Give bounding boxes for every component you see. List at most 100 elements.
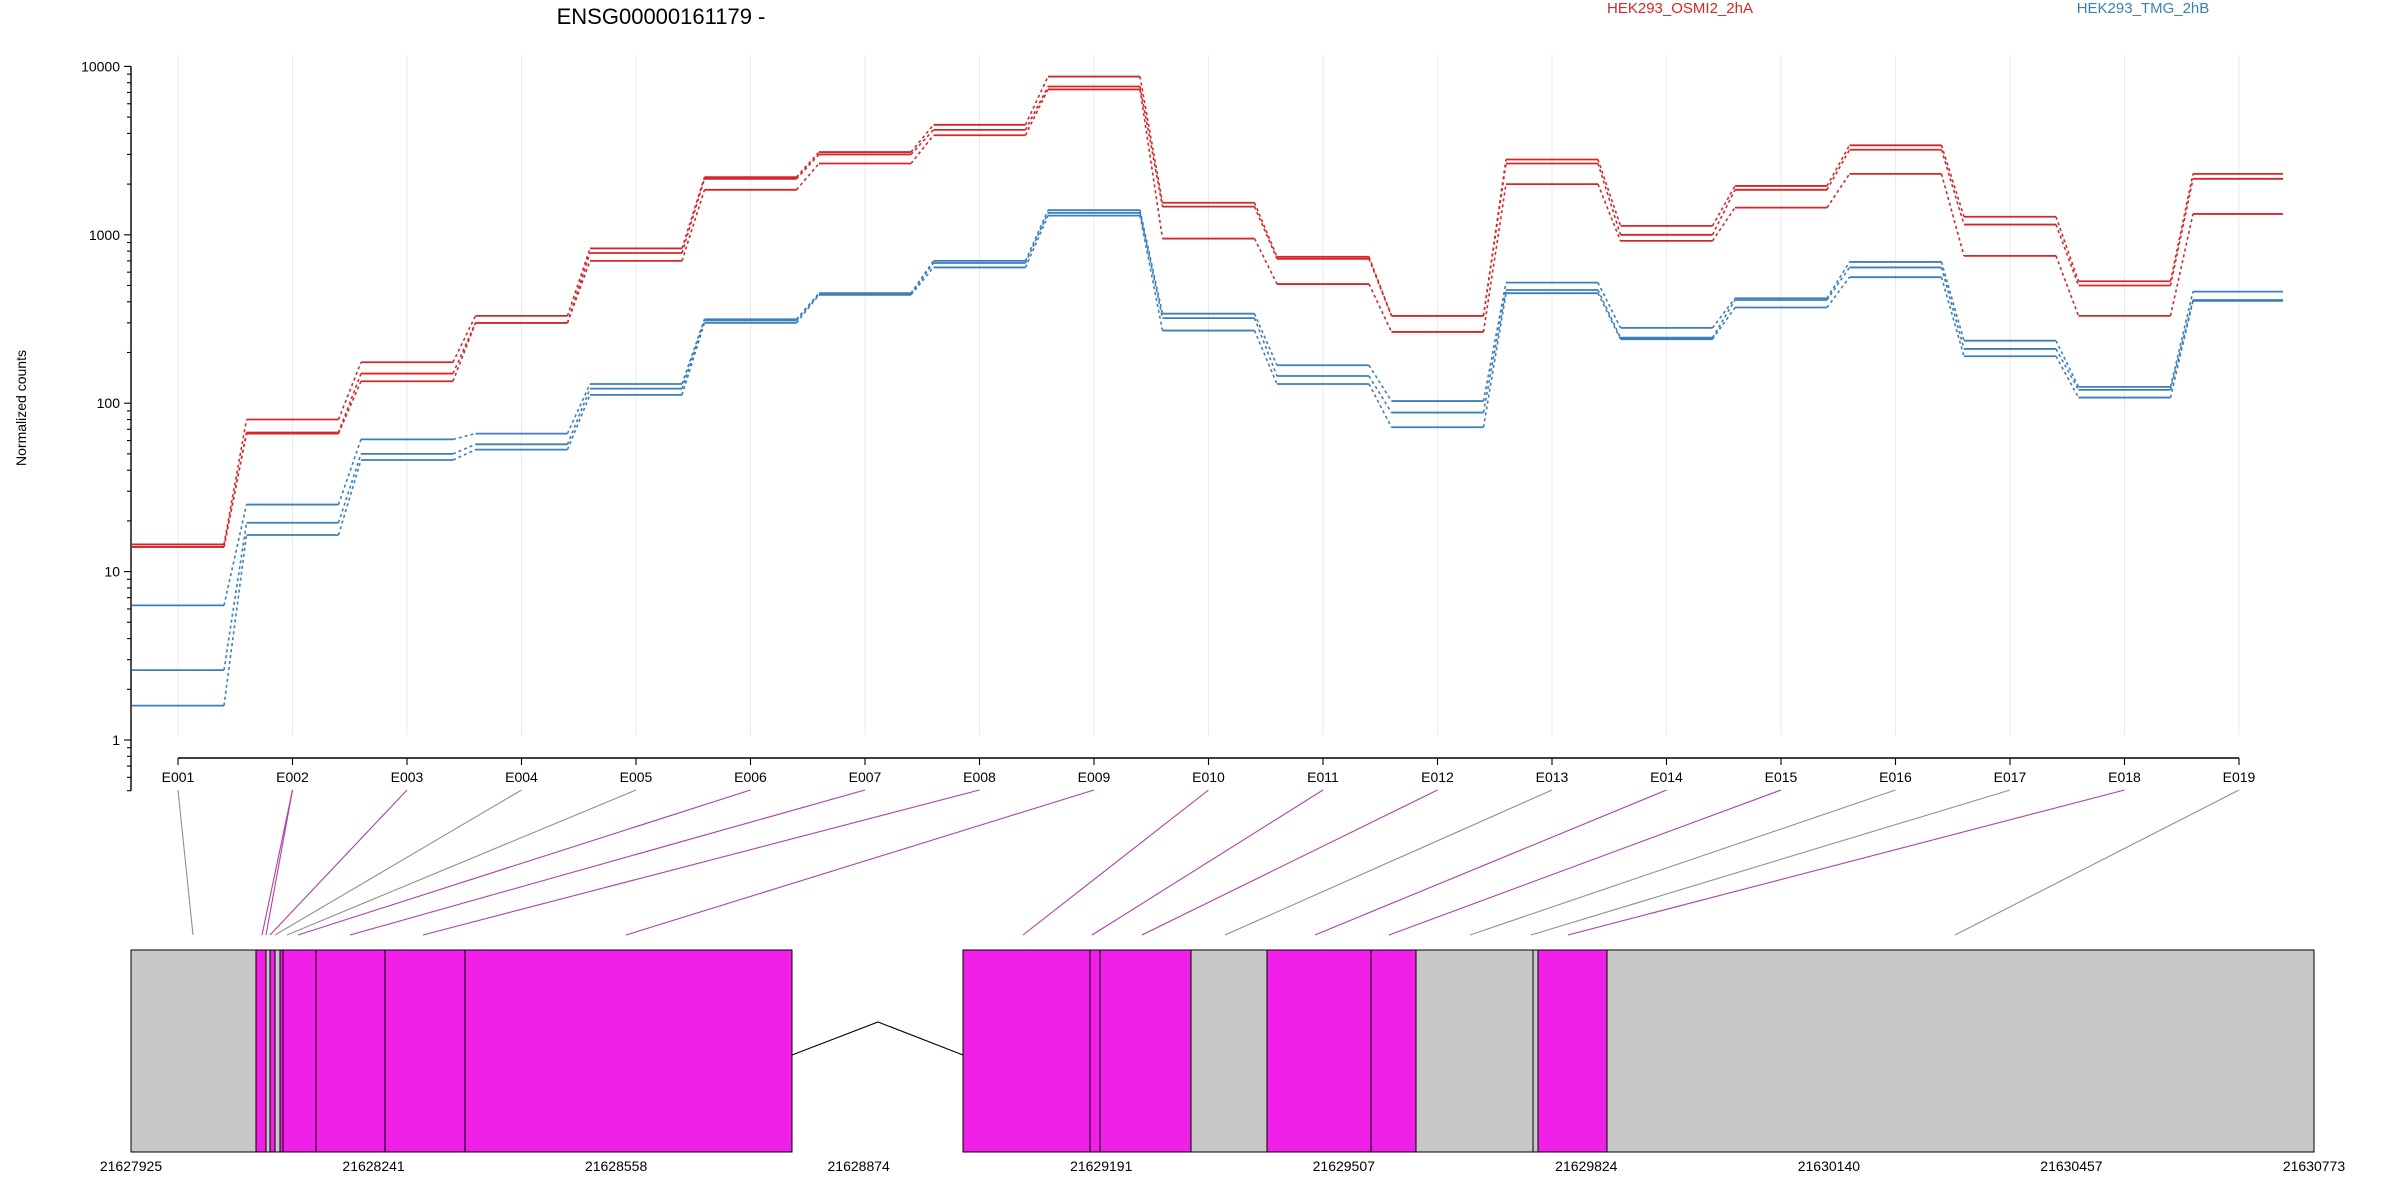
exon-connector: [177, 789, 194, 936]
connector-segment: [1826, 149, 1851, 191]
connector-segment: [1940, 149, 1965, 225]
connector-segment: [1482, 183, 1507, 333]
connector-segment: [1253, 206, 1278, 260]
connector-segment: [681, 189, 706, 262]
exon-connector: [1022, 789, 1209, 936]
connector-segment: [1482, 293, 1507, 428]
non-tested-part: [274, 949, 281, 1153]
connector-segment: [681, 178, 706, 254]
connector-segment: [1139, 76, 1164, 203]
x-tick-label-e005: E005: [620, 769, 653, 785]
connector-segment: [1940, 173, 1965, 257]
exonic-part: [1266, 949, 1372, 1153]
exon-connector: [286, 789, 637, 936]
connector-segment: [452, 443, 476, 455]
connector-segment: [1024, 215, 1049, 268]
gene-model: 21627925 21628241 21628558 21628874 21629191…: [100, 949, 2346, 1174]
series-hek293-tmg-2hb-5: [132, 214, 2283, 707]
non-tested-part: [1532, 949, 1539, 1153]
series-hek293-tmg-2hb-3: [132, 209, 2283, 607]
x-tick-label-e013: E013: [1536, 769, 1569, 785]
x-tick-label-e019: E019: [2223, 769, 2256, 785]
connector-segment: [2055, 224, 2080, 286]
exon-connectors: [177, 789, 2240, 936]
non-tested-part: [1606, 949, 2315, 1153]
exon-connector: [1388, 789, 1782, 936]
x-tick-label-e007: E007: [849, 769, 882, 785]
connector-segment: [1597, 289, 1622, 339]
connector-segment: [1826, 276, 1851, 308]
connector-segment: [1139, 89, 1164, 239]
connector-segment: [1024, 89, 1049, 136]
connector-segment: [1597, 163, 1622, 236]
connector-segment: [1940, 145, 1965, 217]
series-lines: [132, 75, 2283, 707]
x-tick-label-e008: E008: [963, 769, 996, 785]
connector-segment: [1940, 276, 1965, 357]
legend-label-tmg: HEK293_TMG_2hB: [2077, 0, 2210, 17]
coordinate-label: 21628241: [342, 1158, 405, 1174]
connector-segment: [337, 459, 362, 536]
exon-connector: [297, 789, 751, 936]
x-tick-label-e012: E012: [1421, 769, 1454, 785]
connector-segment: [1711, 185, 1736, 227]
x-tick-label-e017: E017: [1994, 769, 2027, 785]
exonic-part: [1537, 949, 1608, 1153]
x-tick-label-e015: E015: [1765, 769, 1798, 785]
legend-label-osmi: HEK293_OSMI2_2hA: [1607, 0, 1753, 17]
exon-connector: [349, 789, 866, 936]
connector-segment: [795, 163, 820, 191]
connector-segment: [1139, 86, 1164, 207]
connector-segment: [1253, 202, 1278, 258]
non-tested-part: [265, 949, 271, 1153]
exonic-part: [255, 949, 267, 1153]
exonic-part: [1370, 949, 1417, 1153]
connector-segment: [566, 252, 591, 324]
coordinate-label: 21630140: [1798, 1158, 1861, 1174]
exonic-part: [282, 949, 317, 1153]
coordinate-label: 21629824: [1555, 1158, 1618, 1174]
exon-connector: [261, 789, 294, 936]
intron-line: [791, 1021, 964, 1056]
x-tick-label-e016: E016: [1879, 769, 1912, 785]
exonic-part: [384, 949, 466, 1153]
coordinate-label: 21630773: [2283, 1158, 2346, 1174]
connector-segment: [223, 534, 248, 706]
exonic-part: [1099, 949, 1192, 1153]
y-tick-label: 1000: [89, 227, 120, 243]
connector-segment: [452, 448, 476, 461]
connector-segment: [1368, 375, 1393, 413]
connector-segment: [2055, 216, 2080, 282]
connector-segment: [566, 260, 591, 324]
connector-segment: [2169, 213, 2194, 317]
connector-segment: [681, 320, 706, 389]
axes: 1 10 100 1000 10000 E001 E002 E003 E004 E005 E006 E…: [81, 58, 2256, 792]
non-tested-part: [1415, 949, 1534, 1153]
exon-connector: [265, 789, 294, 936]
exon-connector: [625, 789, 1095, 936]
y-tick-label: 10000: [81, 58, 120, 74]
connector-segment: [337, 373, 362, 433]
x-tick-label-e010: E010: [1192, 769, 1225, 785]
connector-segment: [1024, 86, 1049, 131]
connector-segment: [566, 394, 591, 450]
connector-segment: [910, 262, 935, 295]
exonic-part: [269, 949, 276, 1153]
x-tick-label-e006: E006: [734, 769, 767, 785]
exon-connector: [269, 789, 408, 936]
series-hek293-osmi2-2ha-0: [132, 75, 2283, 546]
connector-segment: [1826, 173, 1851, 209]
chart-title: ENSG00000161179 -: [557, 4, 766, 29]
connector-segment: [910, 134, 935, 165]
series-hek293-tmg-2hb-4: [132, 211, 2283, 672]
connector-segment: [1253, 313, 1278, 366]
connector-segment: [1482, 289, 1507, 413]
y-tick-label: 10: [104, 564, 120, 580]
exon-connector: [422, 789, 980, 936]
connector-segment: [1368, 256, 1393, 317]
connector-segment: [2055, 355, 2080, 398]
x-tick-label-e014: E014: [1650, 769, 1683, 785]
connector-segment: [2169, 291, 2194, 388]
connector-segment: [2169, 173, 2194, 282]
connector-segment: [1024, 76, 1049, 126]
